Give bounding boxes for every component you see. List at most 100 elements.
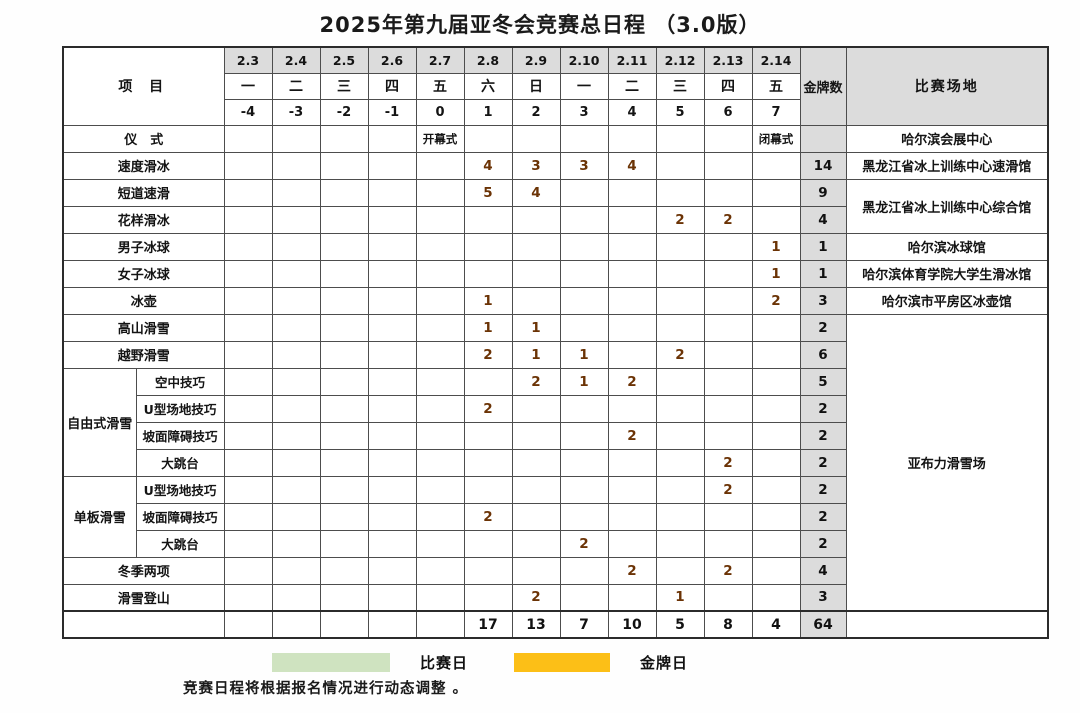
schedule-cell [751, 178, 801, 207]
schedule-cell [271, 151, 321, 180]
schedule-cell [271, 583, 321, 612]
schedule-cell [223, 259, 273, 288]
schedule-cell [367, 475, 417, 504]
gold-count-cell: 9 [799, 178, 847, 207]
daynum-header: -4 [223, 98, 273, 126]
schedule-cell [607, 529, 657, 558]
gold-day-label: 金牌日 [640, 653, 689, 672]
row-label: 男子冰球 [62, 232, 225, 261]
schedule-cell [319, 475, 369, 504]
schedule-cell [559, 556, 609, 585]
schedule-cell [463, 232, 513, 261]
gold-count-cell: 14 [799, 151, 847, 180]
schedule-cell [415, 259, 465, 288]
schedule-cell [223, 502, 273, 531]
daynum-header: 6 [703, 98, 753, 126]
schedule-cell: 8 [703, 610, 753, 639]
gold-count-cell: 3 [799, 583, 847, 612]
schedule-cell: 4 [463, 151, 513, 180]
schedule-cell [271, 394, 321, 423]
schedule-cell: 闭幕式 [751, 124, 801, 153]
schedule-cell: 2 [655, 205, 705, 234]
date-header: 2.14 [751, 46, 801, 74]
daynum-header: 0 [415, 98, 465, 126]
schedule-cell [655, 448, 705, 477]
schedule-cell [415, 232, 465, 261]
gold-count-cell: 1 [799, 259, 847, 288]
date-header: 2.4 [271, 46, 321, 74]
schedule-cell [319, 367, 369, 396]
schedule-cell: 7 [559, 610, 609, 639]
schedule-cell [415, 178, 465, 207]
schedule-cell: 3 [559, 151, 609, 180]
row-label: 滑雪登山 [62, 583, 225, 612]
schedule-cell [655, 232, 705, 261]
schedule-cell [703, 232, 753, 261]
schedule-cell [751, 556, 801, 585]
venue-cell: 黑龙江省冰上训练中心综合馆 [845, 178, 1049, 234]
schedule-cell [559, 232, 609, 261]
schedule-cell [223, 178, 273, 207]
schedule-cell [271, 556, 321, 585]
schedule-cell: 2 [607, 556, 657, 585]
row-label: 速度滑冰 [62, 151, 225, 180]
schedule-cell: 2 [703, 475, 753, 504]
row-sublabel: 空中技巧 [135, 367, 225, 396]
schedule-cell [367, 151, 417, 180]
schedule-cell [223, 367, 273, 396]
schedule-cell [271, 610, 321, 639]
row-label: 越野滑雪 [62, 340, 225, 369]
row-label: 仪 式 [62, 124, 225, 153]
date-header: 2.10 [559, 46, 609, 74]
schedule-cell [751, 502, 801, 531]
schedule-cell [703, 313, 753, 342]
schedule-cell [271, 232, 321, 261]
schedule-cell [415, 556, 465, 585]
schedule-cell [271, 475, 321, 504]
date-header: 2.8 [463, 46, 513, 74]
gold-count-header: 金牌数 [799, 46, 847, 126]
schedule-cell [367, 421, 417, 450]
weekday-header: 日 [511, 72, 561, 100]
schedule-cell [559, 259, 609, 288]
schedule-cell [271, 421, 321, 450]
schedule-cell: 2 [607, 421, 657, 450]
schedule-cell [367, 205, 417, 234]
schedule-cell [559, 178, 609, 207]
schedule-cell [655, 475, 705, 504]
schedule-cell [655, 124, 705, 153]
schedule-cell: 1 [559, 340, 609, 369]
row-label: 女子冰球 [62, 259, 225, 288]
gold-count-cell: 2 [799, 394, 847, 423]
schedule-cell: 2 [463, 340, 513, 369]
schedule-cell [511, 259, 561, 288]
weekday-header: 五 [751, 72, 801, 100]
row-label: 高山滑雪 [62, 313, 225, 342]
schedule-cell [511, 286, 561, 315]
date-header: 2.13 [703, 46, 753, 74]
schedule-cell: 2 [703, 205, 753, 234]
page-title: 2025年第九届亚冬会竞赛总日程 （3.0版） [319, 13, 761, 37]
daynum-header: 7 [751, 98, 801, 126]
schedule-cell [751, 340, 801, 369]
schedule-cell [655, 502, 705, 531]
schedule-cell [319, 583, 369, 612]
schedule-cell [511, 124, 561, 153]
schedule-cell [559, 448, 609, 477]
schedule-cell: 5 [463, 178, 513, 207]
schedule-cell [415, 313, 465, 342]
schedule-cell [319, 394, 369, 423]
schedule-cell [367, 340, 417, 369]
schedule-cell: 1 [559, 367, 609, 396]
schedule-cell [319, 448, 369, 477]
schedule-cell [751, 448, 801, 477]
schedule-cell [463, 124, 513, 153]
schedule-cell [703, 340, 753, 369]
schedule-cell [703, 124, 753, 153]
schedule-cell [367, 583, 417, 612]
schedule-cell [511, 475, 561, 504]
gold-count-cell: 1 [799, 232, 847, 261]
competition-day-swatch [272, 652, 390, 672]
schedule-cell [271, 340, 321, 369]
row-group-label: 单板滑雪 [62, 475, 137, 558]
